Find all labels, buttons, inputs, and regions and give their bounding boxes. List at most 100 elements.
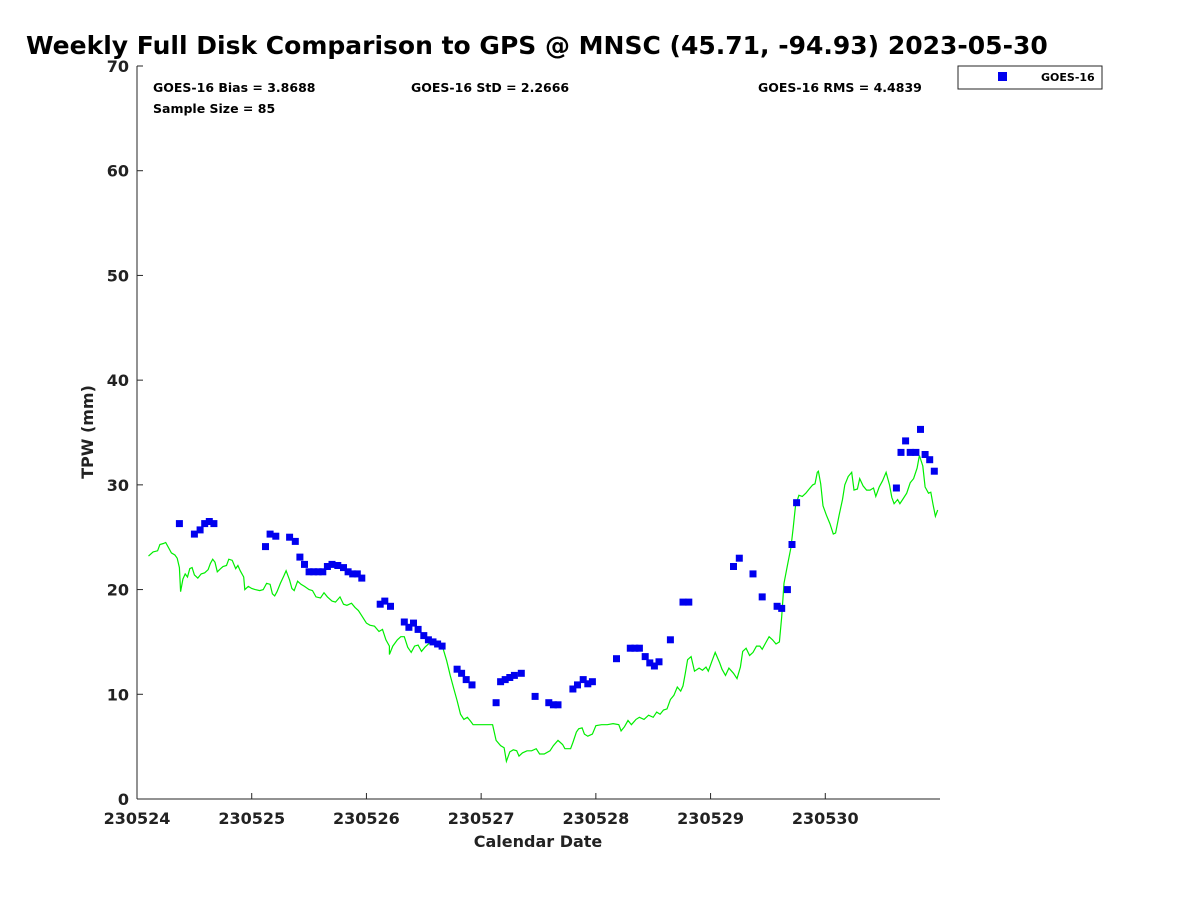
goes-16-point (626, 644, 634, 652)
goes-16-point (296, 553, 304, 561)
goes-16-point (492, 699, 500, 707)
goes-16-point (410, 619, 417, 627)
legend-box (957, 65, 1103, 90)
goes-16-point (340, 564, 347, 572)
x-tick-label: 230529 (677, 809, 744, 828)
goes-16-point (912, 448, 920, 456)
goes-16-point (517, 669, 525, 677)
goes-16-point (554, 701, 562, 709)
goes-16-point (506, 674, 514, 681)
goes-16-point (205, 518, 213, 525)
legend: GOES-16 (957, 65, 1103, 90)
std-stat: GOES-16 StD = 2.2666 (411, 80, 569, 95)
x-tick-label: 230525 (218, 809, 285, 828)
y-tick-label: 30 (107, 476, 129, 495)
goes-16-point (641, 653, 649, 661)
goes-16-point (262, 543, 269, 551)
goes-16-point (319, 568, 327, 576)
goes-16-point (635, 644, 643, 652)
goes-16-point (462, 676, 470, 684)
y-tick-label: 0 (118, 790, 129, 809)
goes-16-point (902, 437, 910, 445)
bias-stat: GOES-16 Bias = 3.8688 (153, 80, 315, 95)
chart-title: Weekly Full Disk Comparison to GPS @ MNS… (26, 31, 1048, 60)
goes-16-point (190, 530, 198, 538)
goes-16-point (655, 658, 663, 666)
gps-series (148, 455, 939, 764)
goes-16-point (930, 467, 938, 475)
goes-16-point (892, 484, 900, 492)
goes-16-point (783, 586, 791, 594)
y-tick-label: 40 (107, 371, 129, 390)
goes-16-point (917, 425, 924, 433)
goes-16-point (679, 598, 687, 606)
goes-16-point (569, 685, 577, 693)
goes-16-point (420, 632, 428, 640)
goes-16-point (344, 568, 352, 576)
rms-stat: GOES-16 RMS = 4.4839 (758, 80, 922, 95)
goes-16-point (631, 644, 639, 652)
goes-16-point (549, 701, 557, 709)
goes-16-point (650, 662, 658, 670)
goes-16-point (897, 448, 905, 456)
goes-16-point (793, 499, 801, 507)
goes-16-point (453, 665, 461, 673)
goes-16-point (424, 636, 432, 644)
goes-16-point (758, 593, 766, 601)
goes-16-point (334, 562, 342, 569)
goes-16-point (387, 602, 394, 610)
goes-16-point (531, 692, 539, 700)
goes-16-point (438, 642, 446, 650)
goes-16-point (906, 448, 914, 456)
x-tick-label: 230527 (448, 809, 515, 828)
goes-16-point (201, 520, 209, 528)
goes-16-point (349, 570, 357, 578)
x-tick-label: 230524 (104, 809, 171, 828)
goes-16-point (301, 560, 308, 568)
goes-16-point (414, 625, 422, 633)
goes-16-point (584, 680, 592, 688)
y-axis-label: TPW (mm) (78, 385, 97, 479)
y-tick-label: 10 (107, 685, 129, 704)
goes-16-point (381, 597, 389, 605)
x-axis-ticks: 230524 230525 230526 230527 230528 230529 2305… (104, 793, 859, 828)
y-tick-label: 70 (107, 57, 129, 76)
y-tick-label: 60 (107, 162, 129, 181)
goes-16-point (305, 568, 313, 576)
goes-16-point (210, 520, 218, 528)
y-tick-label: 50 (107, 266, 129, 285)
goes-16-point (497, 678, 505, 686)
goes-16-point (400, 618, 408, 626)
goes-16-point (314, 568, 322, 576)
goes-16-point (666, 636, 674, 644)
sample-size-stat: Sample Size = 85 (153, 101, 275, 116)
x-axis-label: Calendar Date (474, 832, 603, 851)
y-axis-ticks: 0 10 20 30 40 50 60 70 (107, 57, 143, 809)
goes-16-point (921, 451, 929, 458)
goes-16-point (501, 676, 509, 684)
goes-16-point (196, 526, 204, 534)
goes-16-point (310, 568, 318, 576)
goes-16-point (458, 669, 466, 677)
y-tick-label: 20 (107, 581, 129, 600)
x-tick-label: 230530 (792, 809, 859, 828)
goes-16-point (429, 638, 437, 646)
goes-16-point (358, 574, 366, 582)
goes-16-point (735, 554, 743, 562)
goes-16-point (926, 456, 934, 464)
goes-16-point (266, 530, 274, 538)
goes-16-point (579, 676, 587, 684)
goes-16-point (574, 681, 581, 689)
goes-16-point (328, 560, 336, 568)
goes-16-point (510, 671, 518, 679)
goes-16-point (588, 678, 596, 686)
goes-16-point (434, 640, 442, 648)
x-tick-label: 230528 (562, 809, 629, 828)
goes-16-point (613, 655, 620, 663)
goes-16-series (175, 425, 938, 709)
goes-16-point (291, 537, 299, 545)
goes-16-point (272, 532, 280, 540)
goes-16-point (749, 570, 757, 578)
legend-label-goes-16: GOES-16 (1041, 71, 1095, 84)
goes-16-point (788, 541, 796, 548)
